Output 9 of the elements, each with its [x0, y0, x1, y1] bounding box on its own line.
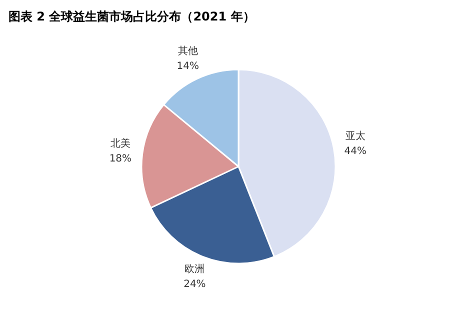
data-label: 18% — [109, 154, 132, 165]
slice-label: 其他 — [178, 44, 198, 57]
slice-label: 欧洲 — [184, 263, 205, 276]
slice-label: 北美 — [110, 138, 130, 150]
data-label: 44% — [344, 146, 367, 158]
data-label: 14% — [176, 60, 199, 72]
chart-title: 图表 2 全球益生菌市场占比分布（2021 年） — [8, 10, 255, 24]
slice-label: 亚太 — [345, 130, 366, 142]
data-label: 24% — [184, 279, 206, 290]
